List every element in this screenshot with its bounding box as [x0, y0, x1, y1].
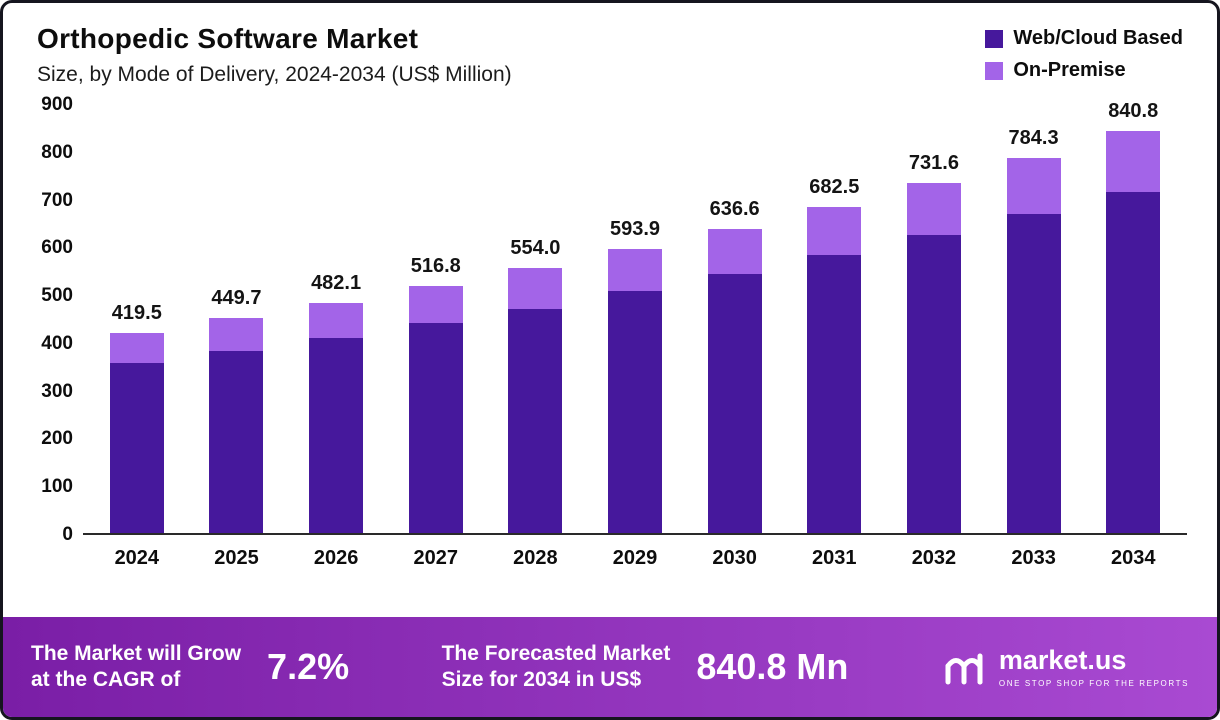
bar-group: 636.6 — [685, 105, 785, 533]
market-us-logo: market.us ONE STOP SHOP FOR THE REPORTS — [941, 644, 1189, 690]
bar-segment-web-cloud — [309, 338, 364, 533]
forecast-value: 840.8 Mn — [696, 646, 849, 687]
bar-value-label: 840.8 — [1108, 100, 1159, 123]
bar-value-label: 593.9 — [609, 218, 661, 241]
x-axis-label: 2026 — [313, 547, 359, 569]
y-tick-label: 600 — [41, 237, 73, 259]
x-axis-label: 2028 — [513, 547, 558, 569]
bar-segment-on-premise — [1006, 158, 1061, 214]
forecast-text: The Forecasted Market Size for 2034 in U… — [441, 641, 671, 691]
market-us-logo-icon — [941, 644, 987, 690]
y-tick-label: 700 — [41, 189, 73, 211]
y-axis: 0 100 200 300 400 500 600 700 800 900 — [25, 94, 83, 545]
cagr-value: 7.2% — [267, 646, 350, 687]
bar-value-label: 731.6 — [908, 152, 959, 175]
x-axis-label: 2031 — [812, 547, 857, 569]
x-axis-label: 2027 — [413, 547, 458, 569]
x-axis-label: 2033 — [1011, 547, 1056, 569]
bar-segment-web-cloud — [1106, 191, 1161, 533]
bar-segment-web-cloud — [906, 235, 961, 533]
logo-name: market.us — [998, 644, 1127, 675]
bar-segment-web-cloud — [408, 323, 463, 533]
logo-text-block: market.us ONE STOP SHOP FOR THE REPORTS — [998, 644, 1190, 688]
bar-group: 449.7 — [187, 105, 287, 533]
bar-segment-on-premise — [707, 228, 762, 274]
legend-item-web-cloud: Web/Cloud Based — [985, 27, 1183, 50]
bar-value-label: 419.5 — [111, 301, 162, 324]
y-tick-label: 0 — [62, 524, 73, 545]
bar-value-label: 682.5 — [809, 175, 860, 198]
bar-value-label: 554.0 — [510, 237, 561, 260]
bar-segment-web-cloud — [209, 351, 264, 533]
bar-segment-on-premise — [209, 318, 264, 352]
bar-group: 840.8 — [1083, 100, 1183, 533]
bar-group: 593.9 — [585, 105, 685, 533]
y-tick-label: 300 — [41, 380, 73, 402]
bar-value-label: 784.3 — [1008, 127, 1059, 150]
legend-item-on-premise: On-Premise — [985, 59, 1183, 82]
x-axis: 2024 2025 2026 2027 2028 2029 2030 2031 2032 2033… — [83, 535, 1187, 584]
bar-segment-on-premise — [1106, 131, 1161, 192]
legend-label-on-premise: On-Premise — [1013, 59, 1126, 81]
legend-swatch-web-cloud — [985, 29, 1004, 48]
bar-group: 516.8 — [386, 105, 486, 533]
x-axis-label: 2030 — [712, 547, 757, 569]
cagr-text: The Market will Grow at the CAGR of — [31, 641, 242, 691]
chart-title: Orthopedic Software Market — [37, 23, 419, 54]
chart-header: Orthopedic Software Market Size, by Mode… — [3, 3, 1217, 91]
legend-label-web-cloud: Web/Cloud Based — [1013, 27, 1183, 49]
logo-tagline: ONE STOP SHOP FOR THE REPORTS — [998, 678, 1190, 688]
bar-segment-web-cloud — [807, 254, 862, 533]
bar-segment-on-premise — [906, 183, 961, 236]
x-axis-label: 2024 — [114, 547, 160, 569]
bar-segment-on-premise — [109, 332, 164, 364]
bar-value-label: 636.6 — [709, 197, 760, 220]
y-tick-label: 200 — [41, 428, 73, 450]
bar-segment-web-cloud — [508, 308, 563, 533]
y-tick-label: 800 — [41, 141, 73, 163]
bar-segment-on-premise — [408, 286, 463, 324]
x-axis-label: 2029 — [612, 547, 658, 569]
bar-segment-web-cloud — [608, 291, 663, 533]
bar-group: 554.0 — [486, 105, 586, 533]
chart-subtitle: Size, by Mode of Delivery, 2024-2034 (US… — [37, 63, 512, 86]
bar-group: 682.5 — [784, 105, 884, 533]
chart-row: 0 100 200 300 400 500 600 700 800 900 419.5 449.7 4… — [25, 94, 1187, 545]
chart-body: 0 100 200 300 400 500 600 700 800 900 419.5 449.7 4… — [3, 91, 1217, 617]
bar-segment-on-premise — [508, 268, 563, 309]
bar-group: 784.3 — [984, 105, 1084, 533]
bar-segment-web-cloud — [109, 363, 164, 533]
bar-segment-on-premise — [807, 206, 862, 255]
bar-value-label: 516.8 — [410, 255, 461, 278]
bar-group: 419.5 — [87, 105, 187, 533]
bar-group: 482.1 — [286, 105, 386, 533]
bar-segment-on-premise — [608, 249, 663, 292]
legend-swatch-on-premise — [985, 61, 1004, 80]
x-axis-label: 2025 — [214, 547, 259, 569]
y-tick-label: 400 — [41, 332, 73, 354]
bar-group: 731.6 — [884, 105, 984, 533]
plot-area: 419.5 449.7 482.1 516.8 554.0 593.9 636.6 682.5… — [83, 100, 1187, 535]
footer-banner: The Market will Grow at the CAGR of 7.2%… — [3, 617, 1217, 717]
legend: Web/Cloud Based On-Premise — [985, 23, 1183, 82]
y-tick-label: 100 — [41, 476, 73, 498]
x-axis-label: 2034 — [1110, 547, 1156, 569]
bar-value-label: 449.7 — [211, 287, 262, 310]
y-tick-label: 900 — [41, 94, 73, 115]
x-axis-label: 2032 — [911, 547, 957, 569]
title-block: Orthopedic Software Market Size, by Mode… — [37, 23, 512, 87]
y-tick-label: 500 — [41, 285, 73, 307]
bar-value-label: 482.1 — [311, 271, 362, 294]
bar-segment-web-cloud — [707, 273, 762, 533]
bar-segment-on-premise — [309, 302, 364, 339]
bar-segment-web-cloud — [1006, 213, 1061, 533]
